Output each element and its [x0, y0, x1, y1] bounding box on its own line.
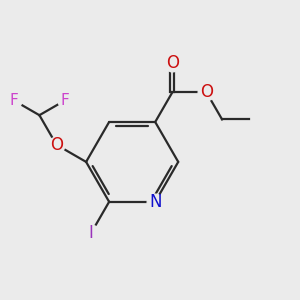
Text: O: O — [50, 136, 63, 154]
Text: N: N — [149, 193, 161, 211]
Text: I: I — [89, 224, 94, 242]
Text: F: F — [61, 93, 70, 108]
Text: F: F — [9, 93, 18, 108]
Text: O: O — [200, 83, 213, 101]
Text: O: O — [166, 54, 179, 72]
